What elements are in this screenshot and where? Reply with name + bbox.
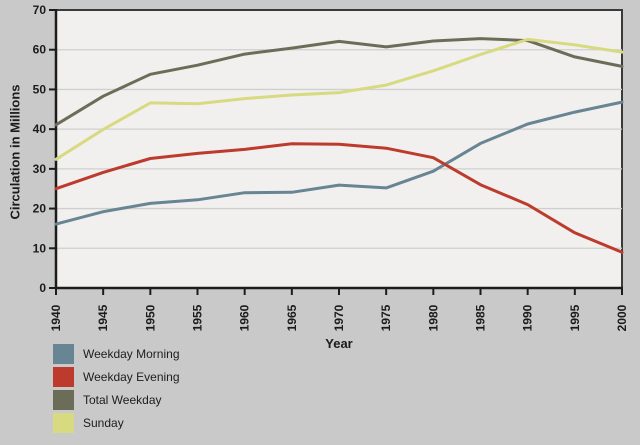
y-tick-label: 40: [33, 122, 47, 136]
x-axis-title: Year: [325, 336, 353, 351]
x-tick-label: 1990: [521, 304, 535, 331]
legend-item: Weekday Morning: [53, 344, 180, 364]
x-tick-label: 1965: [285, 304, 299, 331]
x-tick-label: 2000: [615, 304, 629, 331]
y-tick-label: 20: [33, 202, 47, 216]
legend-label: Weekday Morning: [83, 347, 180, 361]
x-tick-label: 1975: [379, 304, 393, 331]
legend-swatch: [53, 390, 74, 410]
x-tick-label: 1960: [238, 304, 252, 331]
y-tick-label: 70: [33, 3, 47, 17]
series-line-sunday: [54, 37, 624, 161]
x-tick-label: 1955: [191, 304, 205, 331]
x-tick-label: 1985: [474, 304, 488, 331]
x-tick-label: 1980: [426, 304, 440, 331]
x-tick-label: 1945: [96, 304, 110, 331]
y-tick-label: 30: [33, 162, 47, 176]
legend-item: Total Weekday: [53, 390, 180, 410]
y-tick-label: 0: [39, 281, 46, 295]
legend-swatch: [53, 367, 74, 387]
legend-item: Sunday: [53, 413, 180, 433]
x-tick-label: 1995: [568, 304, 582, 331]
legend-label: Weekday Evening: [83, 370, 180, 384]
legend: Weekday Morning Weekday Evening Total Week…: [53, 344, 180, 433]
legend-swatch: [53, 413, 74, 433]
x-tick-label: 1950: [143, 304, 157, 331]
legend-label: Sunday: [83, 416, 124, 430]
x-tick-label: 1970: [332, 304, 346, 331]
x-tick-label: 1940: [49, 304, 63, 331]
y-tick-label: 60: [33, 43, 47, 57]
y-tick-label: 50: [33, 82, 47, 96]
legend-item: Weekday Evening: [53, 367, 180, 387]
legend-swatch: [53, 344, 74, 364]
y-tick-label: 10: [33, 241, 47, 255]
series-line-weekday-evening: [54, 142, 624, 254]
y-axis-title: Circulation in Millions: [7, 84, 23, 220]
plot-area: [55, 9, 623, 289]
legend-label: Total Weekday: [83, 393, 162, 407]
series-line-weekday-morning: [54, 100, 624, 226]
